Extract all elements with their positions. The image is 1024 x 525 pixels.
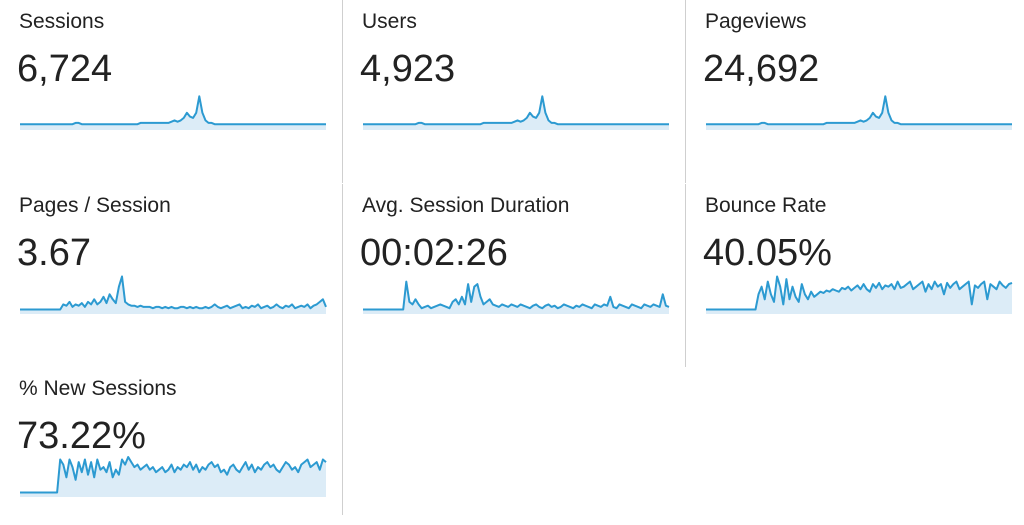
metric-value: 40.05% [703,232,832,274]
metric-label: % New Sessions [19,377,177,400]
sparkline-line [363,280,670,311]
metric-tile-new-sessions[interactable]: % New Sessions 73.22% [0,367,343,515]
metric-tile-pageviews[interactable]: Pageviews 24,692 [686,0,1024,183]
metric-tile-bounce-rate[interactable]: Bounce Rate 40.05% [686,184,1024,367]
metric-value: 3.67 [17,232,91,274]
metric-tile-users[interactable]: Users 4,923 [343,0,686,183]
sparkline-sessions [20,95,326,130]
sparkline-area [706,276,1012,314]
metric-value: 00:02:26 [360,232,508,274]
metric-tile-pages-per-session[interactable]: Pages / Session 3.67 [0,184,343,367]
metric-label: Avg. Session Duration [362,194,570,217]
sparkline-line [363,95,669,126]
metric-value: 4,923 [360,48,456,90]
sparkline-area [363,281,669,314]
sparkline-bounce-rate [706,275,1013,314]
sparkline-line [20,456,327,494]
sparkline-area [363,96,669,130]
metric-label: Users [362,10,417,33]
sparkline-avg-session-duration [363,280,670,314]
sparkline-line [20,275,327,311]
metric-value: 6,724 [17,48,113,90]
sparkline-line [706,275,1013,311]
metric-value: 73.22% [17,415,146,457]
metric-tile-sessions[interactable]: Sessions 6,724 [0,0,343,183]
metric-label: Bounce Rate [705,194,827,217]
sparkline-pages-per-session [20,275,327,314]
metric-value: 24,692 [703,48,820,90]
sparkline-line [20,95,326,126]
sparkline-users [363,95,669,130]
sparkline-pageviews [706,95,1012,130]
metric-label: Pages / Session [19,194,171,217]
metric-label: Sessions [19,10,105,33]
sparkline-area [20,96,326,130]
sparkline-new-sessions [20,456,327,497]
metric-tile-avg-session-duration[interactable]: Avg. Session Duration 00:02:26 [343,184,686,367]
sparkline-line [706,95,1012,126]
sparkline-area [706,96,1012,130]
metric-label: Pageviews [705,10,807,33]
